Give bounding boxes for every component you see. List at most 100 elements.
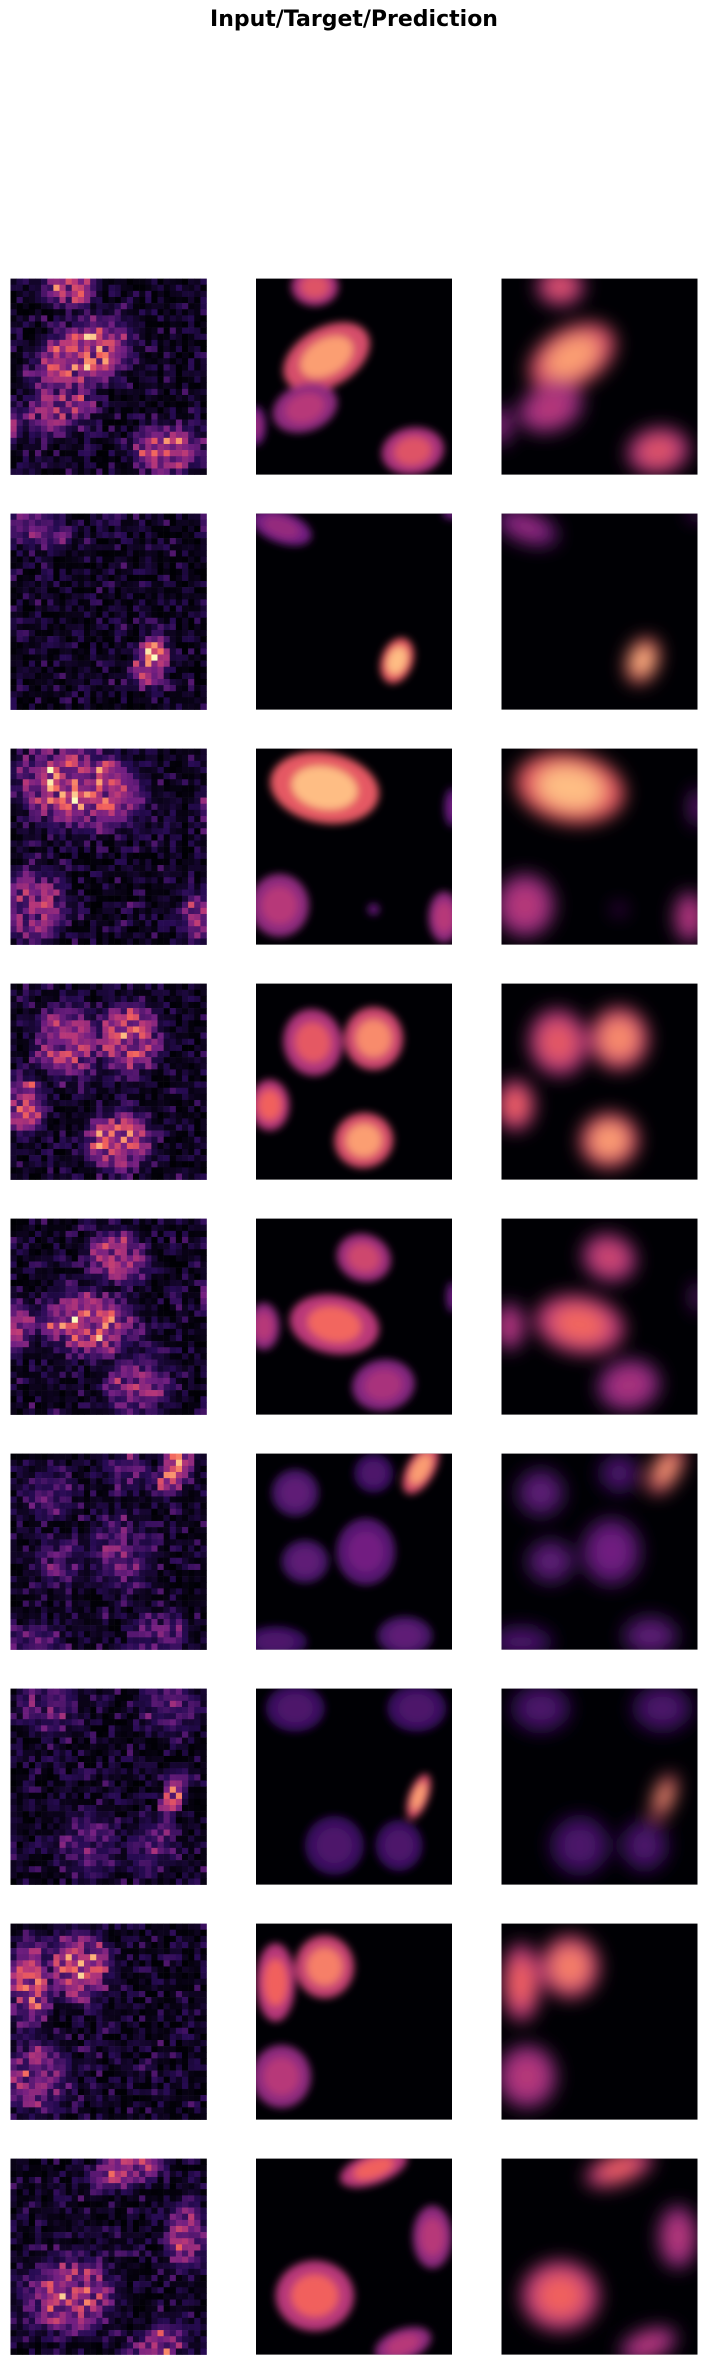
pixel (28, 995, 36, 1003)
pixel (10, 531, 17, 539)
pixel (65, 1285, 73, 1293)
pixel (133, 760, 140, 768)
pixel (90, 895, 97, 903)
pixel (28, 1106, 36, 1113)
pixel (28, 376, 36, 384)
pixel (90, 284, 97, 292)
pixel (41, 538, 48, 545)
pixel (175, 809, 183, 817)
pixel (182, 1273, 189, 1281)
pixel (126, 352, 134, 359)
pixel (194, 785, 201, 792)
pixel (10, 550, 17, 557)
pixel (133, 1087, 140, 1095)
pixel (41, 660, 48, 668)
pixel (200, 629, 207, 637)
pixel (157, 321, 164, 328)
pixel (194, 1014, 201, 1021)
pixel (47, 1292, 54, 1299)
pixel (71, 828, 79, 835)
pixel (157, 754, 164, 762)
pixel (41, 1273, 48, 1281)
pixel (77, 1161, 85, 1168)
pixel (53, 883, 60, 890)
pixel (41, 815, 48, 823)
pixel (47, 617, 54, 625)
pixel (157, 376, 164, 384)
pixel (77, 364, 85, 371)
pixel (188, 1261, 195, 1268)
pixel (102, 382, 109, 390)
pixel (102, 1057, 109, 1064)
pixel (47, 1273, 54, 1281)
pixel (102, 822, 109, 829)
pixel (16, 877, 24, 884)
pixel (108, 1075, 115, 1082)
pixel (77, 809, 85, 817)
pixel (133, 431, 140, 439)
pixel (102, 401, 109, 408)
pixel (47, 556, 54, 563)
pixel (10, 754, 17, 762)
pixel (145, 617, 152, 625)
pixel (108, 748, 115, 756)
pixel (22, 358, 30, 365)
pixel (163, 1050, 171, 1058)
pixel (151, 525, 158, 533)
pixel (175, 895, 183, 903)
pixel (77, 895, 85, 903)
pixel (90, 629, 97, 637)
pixel (10, 1218, 17, 1226)
pixel (102, 809, 109, 817)
pixel (102, 779, 109, 786)
pixel (65, 703, 73, 710)
pixel (59, 1173, 66, 1180)
pixel (102, 1273, 109, 1281)
pixel (102, 1112, 109, 1119)
pixel (65, 642, 73, 649)
pixel (53, 629, 60, 637)
pixel (102, 413, 109, 420)
pixel (59, 1032, 66, 1040)
pixel (169, 580, 177, 588)
pixel (96, 1292, 103, 1299)
pixel (120, 828, 128, 835)
pixel (108, 1161, 115, 1168)
pixel (41, 1142, 48, 1150)
pixel (175, 1218, 183, 1226)
pixel (53, 1341, 60, 1348)
pixel (10, 443, 17, 451)
pixel (188, 370, 195, 377)
pixel (114, 660, 122, 668)
pixel (194, 1093, 201, 1101)
pixel (108, 1020, 115, 1027)
pixel (71, 1255, 79, 1262)
pixel (28, 1069, 36, 1076)
pixel (28, 1359, 36, 1366)
pixel (71, 1285, 79, 1293)
pixel (16, 1328, 24, 1336)
pixel (53, 513, 60, 521)
pixel (28, 1224, 36, 1232)
pixel (145, 1026, 152, 1033)
pixel (200, 562, 207, 570)
pixel (157, 1155, 164, 1162)
pixel (108, 895, 115, 903)
pixel (22, 1304, 30, 1311)
pixel (163, 315, 171, 322)
pixel (102, 617, 109, 625)
pixel (157, 531, 164, 539)
pixel (35, 358, 42, 365)
pixel (35, 407, 42, 414)
pixel (47, 538, 54, 545)
pixel (35, 901, 42, 909)
pixel (47, 544, 54, 551)
pixel (22, 333, 30, 341)
pixel (102, 1249, 109, 1256)
pixel (108, 1261, 115, 1268)
pixel (59, 803, 66, 811)
pixel (41, 691, 48, 698)
pixel (182, 1142, 189, 1150)
pixel (169, 1255, 177, 1262)
pixel (47, 352, 54, 359)
